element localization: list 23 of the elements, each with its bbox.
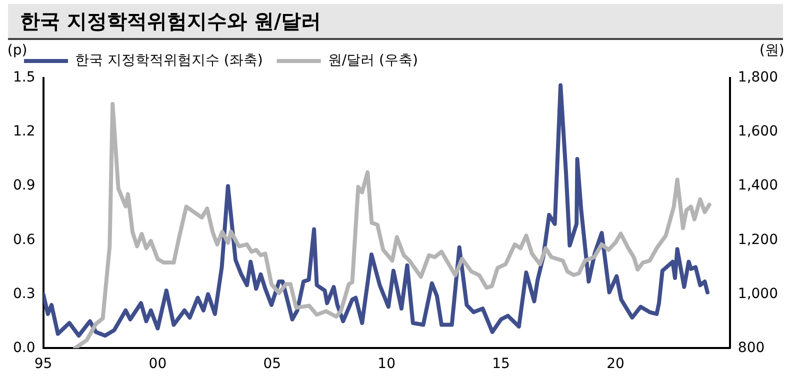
y-tick-label: 0.9 [13,178,36,194]
y-tick-label: 0.6 [13,232,36,248]
y-tick-label: 0.3 [13,286,36,302]
x-tick-label: 05 [263,356,282,372]
chart-title: 한국 지정학적위험지수와 원/달러 [8,4,783,40]
y2-tick-label: 1,400 [738,178,778,194]
legend-label: 원/달러 (우축) [328,52,418,69]
y2-axis-title: (원) [759,42,784,59]
y-tick-label: 1.2 [13,124,36,140]
x-tick-label: 00 [148,356,167,372]
y2-tick-label: 1,000 [738,286,778,302]
legend-label: 한국 지정학적위험지수 (좌축) [75,52,263,69]
y-axis-title: (p) [7,42,28,59]
y2-tick-label: 1,600 [738,124,778,140]
x-tick-label: 20 [606,356,624,372]
x-tick-label: 95 [34,356,52,372]
x-tick-label: 15 [492,356,510,372]
y-tick-label: 0.0 [13,340,36,356]
y2-tick-label: 1,200 [738,232,778,248]
x-tick-label: 10 [378,356,396,372]
y2-tick-label: 800 [738,340,765,356]
y2-tick-label: 1,800 [738,70,778,86]
y-tick-label: 1.5 [13,70,36,86]
